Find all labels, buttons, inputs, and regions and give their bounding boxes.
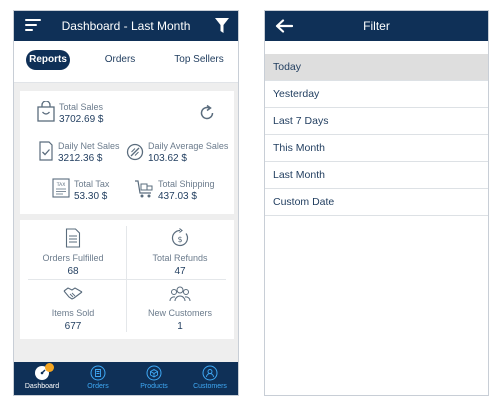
filter-option-last-7-days[interactable]: Last 7 Days bbox=[265, 108, 488, 135]
tab-top-sellers[interactable]: Top Sellers bbox=[174, 54, 224, 65]
daily-average-sales-value: 103.62 $ bbox=[148, 153, 187, 164]
new-customers-value: 1 bbox=[177, 321, 183, 332]
dashboard-screen: Dashboard - Last Month Reports Orders To… bbox=[13, 10, 239, 396]
nav-dashboard-label: Dashboard bbox=[24, 383, 60, 390]
customers-icon bbox=[202, 365, 218, 381]
sales-summary-card: Total Sales 3702.69 $ Daily Net Sales 32… bbox=[20, 91, 234, 214]
date-filter-list: Today Yesterday Last 7 Days This Month L… bbox=[265, 54, 488, 216]
total-shipping-label: Total Shipping bbox=[158, 179, 215, 189]
order-stats-card: Orders Fulfilled 68 $ Total Refunds 47 I… bbox=[20, 220, 234, 339]
total-refunds-label: Total Refunds bbox=[152, 253, 208, 263]
notification-badge bbox=[45, 363, 54, 372]
new-customers-stat[interactable]: New Customers 1 bbox=[127, 285, 233, 332]
refund-dollar-icon: $ bbox=[171, 228, 189, 247]
svg-text:$: $ bbox=[177, 235, 182, 244]
dashboard-header: Dashboard - Last Month bbox=[14, 11, 238, 41]
refresh-icon[interactable] bbox=[198, 104, 216, 122]
filter-option-last-month[interactable]: Last Month bbox=[265, 162, 488, 189]
filter-option-this-month[interactable]: This Month bbox=[265, 135, 488, 162]
total-tax-label: Total Tax bbox=[74, 179, 110, 189]
filter-option-today[interactable]: Today bbox=[265, 54, 488, 81]
orders-fulfilled-value: 68 bbox=[67, 266, 79, 277]
document-icon bbox=[65, 228, 81, 248]
filter-screen: Filter Today Yesterday Last 7 Days This … bbox=[264, 10, 489, 396]
funnel-filter-icon[interactable] bbox=[215, 18, 229, 34]
nav-customers-label: Customers bbox=[193, 383, 227, 390]
bottom-navigation: Dashboard Orders Products Customers bbox=[14, 362, 238, 395]
svg-text:TAX: TAX bbox=[56, 182, 66, 188]
tab-orders[interactable]: Orders bbox=[104, 54, 136, 65]
receipt-check-icon bbox=[39, 141, 53, 161]
daily-average-sales-label: Daily Average Sales bbox=[148, 141, 229, 151]
average-sales-icon bbox=[126, 143, 144, 161]
total-shipping-value: 437.03 $ bbox=[158, 191, 197, 202]
total-refunds-value: 47 bbox=[174, 266, 186, 277]
filter-option-custom-date[interactable]: Custom Date bbox=[265, 189, 488, 216]
items-sold-value: 677 bbox=[64, 321, 82, 332]
orders-fulfilled-stat[interactable]: Orders Fulfilled 68 bbox=[20, 228, 126, 277]
filter-title: Filter bbox=[363, 19, 390, 33]
tab-reports[interactable]: Reports bbox=[26, 50, 70, 70]
nav-dashboard[interactable]: Dashboard bbox=[14, 362, 70, 395]
orders-fulfilled-label: Orders Fulfilled bbox=[42, 253, 104, 263]
back-arrow-icon[interactable] bbox=[275, 19, 293, 33]
total-tax-value: 53.30 $ bbox=[74, 191, 108, 202]
daily-net-sales-value: 3212.36 $ bbox=[58, 153, 103, 164]
nav-products-label: Products bbox=[140, 383, 168, 390]
filter-header: Filter bbox=[265, 11, 488, 41]
hamburger-menu-icon[interactable] bbox=[25, 18, 41, 32]
page-title: Dashboard - Last Month bbox=[61, 19, 191, 33]
total-sales-value: 3702.69 $ bbox=[59, 114, 104, 125]
nav-orders-label: Orders bbox=[87, 383, 109, 390]
tax-document-icon: TAX bbox=[52, 178, 70, 198]
items-sold-label: Items Sold bbox=[51, 308, 95, 318]
nav-products[interactable]: Products bbox=[126, 362, 182, 395]
new-customers-label: New Customers bbox=[147, 308, 212, 318]
grid-divider-horizontal bbox=[28, 279, 226, 280]
handshake-icon bbox=[63, 287, 83, 300]
shipping-cart-icon bbox=[135, 180, 153, 198]
orders-icon bbox=[90, 365, 106, 381]
total-refunds-stat[interactable]: $ Total Refunds 47 bbox=[127, 228, 233, 277]
products-icon bbox=[146, 365, 162, 381]
shopping-bag-icon bbox=[37, 101, 55, 122]
daily-net-sales-label: Daily Net Sales bbox=[58, 141, 120, 151]
filter-option-yesterday[interactable]: Yesterday bbox=[265, 81, 488, 108]
people-group-icon bbox=[169, 286, 191, 302]
items-sold-stat[interactable]: Items Sold 677 bbox=[20, 285, 126, 332]
nav-customers[interactable]: Customers bbox=[182, 362, 238, 395]
nav-orders[interactable]: Orders bbox=[70, 362, 126, 395]
report-tabs: Reports Orders Top Sellers bbox=[14, 41, 238, 83]
total-sales-label: Total Sales bbox=[59, 102, 104, 112]
